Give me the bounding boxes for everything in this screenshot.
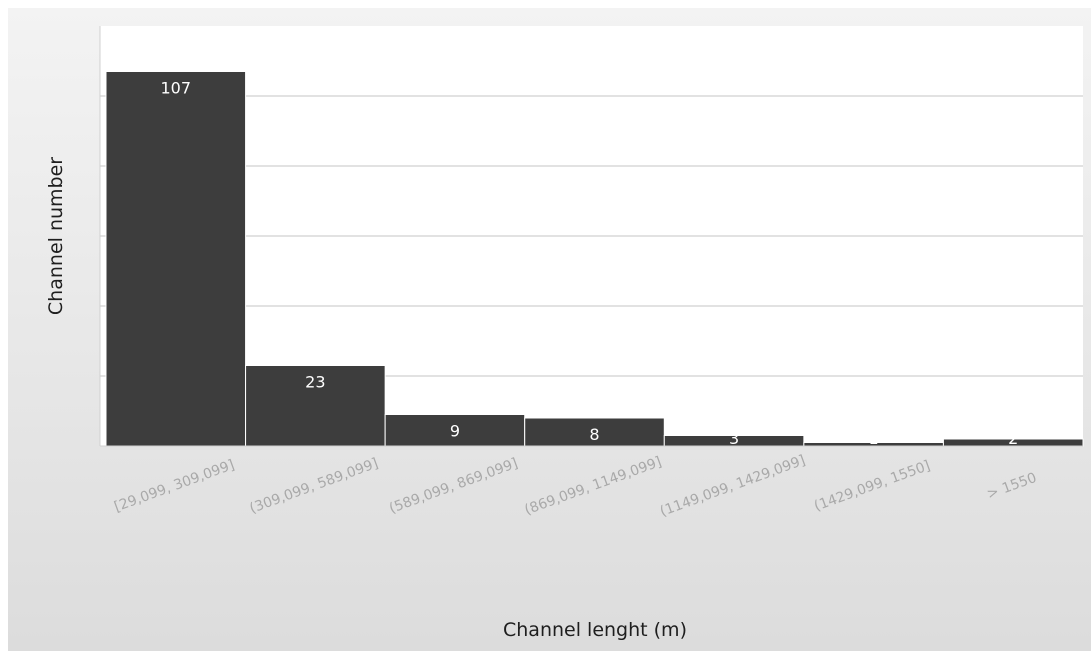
bars	[105, 71, 1084, 447]
bar-value-label: 9	[450, 422, 460, 441]
x-tick-label: (589,099, 869,099]	[387, 456, 520, 517]
x-tick-labels: [29,099, 309,099] (309,099, 589,099] (589,…	[112, 452, 1039, 520]
bar	[245, 365, 386, 447]
x-tick-label: (309,099, 589,099]	[248, 456, 381, 517]
x-tick-label: (1429,099, 1550]	[812, 458, 932, 515]
bar-value-label: 2	[1008, 429, 1018, 448]
x-tick-label: > 1550	[985, 470, 1039, 503]
x-tick-label: [29,099, 309,099]	[112, 457, 237, 515]
bar	[524, 417, 665, 447]
x-axis-title: Channel lenght (m)	[503, 619, 687, 641]
bar-value-label: 23	[305, 373, 325, 392]
bar-value-label: 1	[869, 429, 879, 448]
bar-value-label: 107	[161, 79, 192, 98]
bar-value-label: 3	[729, 429, 739, 448]
x-tick-label: (869,099, 1149,099]	[522, 454, 663, 518]
bar-data-labels: 107 23 9 8 3 1 2	[161, 79, 1019, 449]
bar-value-label: 8	[589, 425, 599, 444]
x-tick-label: (1149,099, 1429,099]	[658, 452, 808, 520]
bar	[105, 71, 247, 447]
y-axis-title: Channel number	[45, 157, 67, 315]
